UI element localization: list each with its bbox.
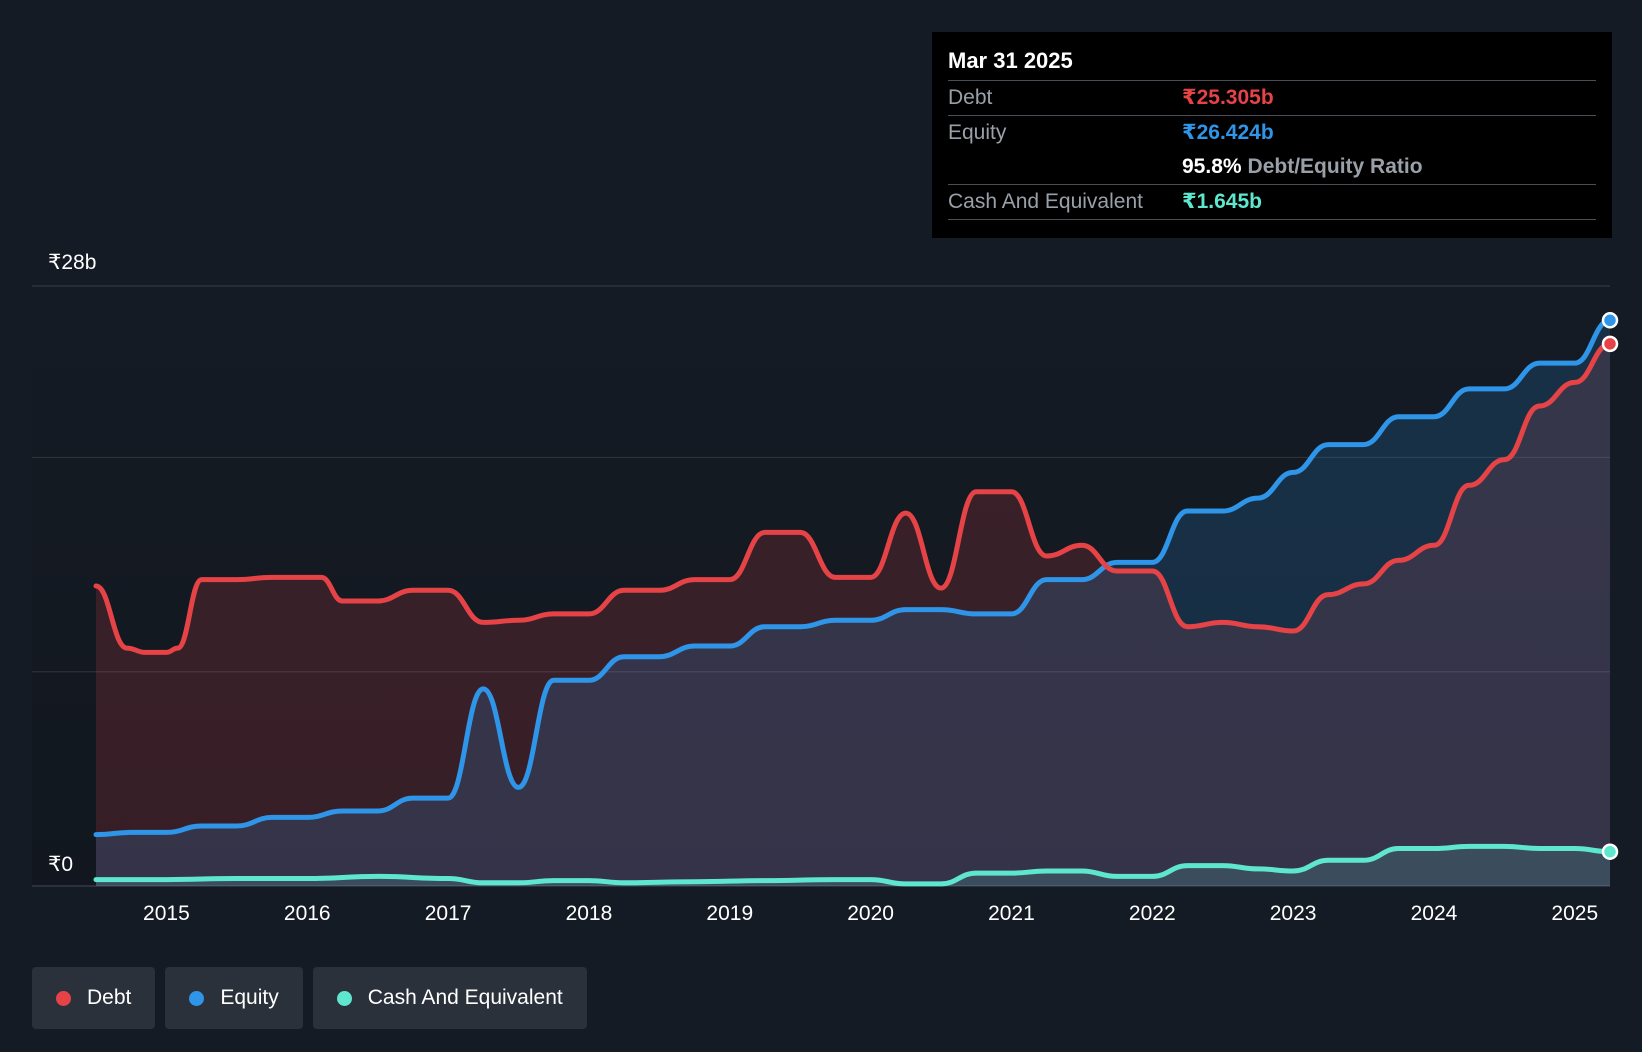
legend-item-debt[interactable]: Debt	[32, 967, 156, 1029]
legend-dot-equity	[189, 990, 205, 1006]
y-axis-zero-label: ₹0	[48, 853, 74, 876]
tooltip-debt-row: Debt ₹25.305b	[948, 81, 1596, 116]
chart-tooltip: Mar 31 2025 Debt ₹25.305b Equity ₹26.424…	[932, 32, 1612, 238]
chart-legend: Debt Equity Cash And Equivalent	[32, 967, 587, 1029]
tooltip-ratio-value: 95.8%	[1182, 155, 1242, 178]
equity-line	[93, 317, 1613, 838]
legend-item-cash[interactable]: Cash And Equivalent	[312, 967, 587, 1029]
tooltip-cash-label: Cash And Equivalent	[948, 190, 1143, 213]
debt-line	[93, 341, 1613, 655]
debt-endpoint	[1601, 335, 1619, 353]
x-tick-2018: 2018	[566, 902, 613, 925]
x-tick-2023: 2023	[1270, 902, 1317, 925]
x-tick-2016: 2016	[284, 902, 331, 925]
y-axis-max-label: ₹28b	[48, 251, 97, 274]
x-tick-2025: 2025	[1551, 902, 1598, 925]
legend-label-cash: Cash And Equivalent	[367, 986, 563, 1009]
cash-area	[96, 846, 1610, 886]
tooltip-cash-row: Cash And Equivalent ₹1.645b	[948, 185, 1596, 220]
x-tick-2022: 2022	[1129, 902, 1176, 925]
legend-dot-cash	[336, 990, 352, 1006]
tooltip-ratio-label: Debt/Equity Ratio	[1247, 155, 1423, 178]
x-tick-2024: 2024	[1411, 902, 1458, 925]
equity-area	[96, 320, 1610, 886]
tooltip-date: Mar 31 2025	[948, 46, 1596, 81]
legend-dot-debt	[56, 990, 71, 1006]
tooltip-ratio-row: 95.8% Debt/Equity Ratio	[948, 150, 1596, 185]
tooltip-debt-value: ₹25.305b	[1182, 86, 1274, 109]
tooltip-ratio-spacer	[948, 150, 1182, 184]
legend-item-equity[interactable]: Equity	[165, 967, 303, 1029]
x-tick-2017: 2017	[425, 902, 472, 925]
tooltip-equity-row: Equity ₹26.424b	[948, 116, 1596, 150]
x-tick-2020: 2020	[847, 902, 894, 925]
tooltip-equity-value: ₹26.424b	[1182, 121, 1274, 144]
tooltip-debt-label: Debt	[948, 86, 993, 109]
x-tick-2021: 2021	[988, 902, 1035, 925]
tooltip-equity-label: Equity	[948, 121, 1007, 144]
x-tick-2019: 2019	[706, 902, 753, 925]
debt-area	[96, 343, 1610, 886]
legend-label-debt: Debt	[87, 986, 132, 1009]
tooltip-cash-value: ₹1.645b	[1182, 190, 1262, 213]
x-tick-2015: 2015	[143, 902, 190, 925]
legend-label-equity: Equity	[220, 986, 279, 1009]
cash-line	[93, 843, 1613, 887]
cash-endpoint	[1601, 843, 1619, 860]
equity-endpoint	[1601, 312, 1619, 329]
